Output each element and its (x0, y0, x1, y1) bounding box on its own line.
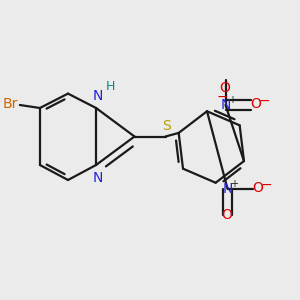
Text: N: N (222, 182, 233, 196)
Text: −: − (260, 178, 272, 191)
Text: +: + (228, 95, 236, 105)
Text: Br: Br (3, 97, 18, 110)
Text: −: − (258, 94, 270, 107)
Text: O: O (252, 181, 263, 195)
Text: O: O (220, 82, 230, 95)
Text: O: O (222, 208, 232, 222)
Text: H: H (106, 80, 115, 93)
Text: S: S (162, 119, 171, 133)
Text: N: N (92, 89, 103, 103)
Text: −: − (217, 90, 228, 104)
Text: O: O (250, 98, 261, 111)
Text: N: N (92, 171, 103, 184)
Text: N: N (220, 98, 231, 112)
Text: +: + (230, 179, 238, 189)
